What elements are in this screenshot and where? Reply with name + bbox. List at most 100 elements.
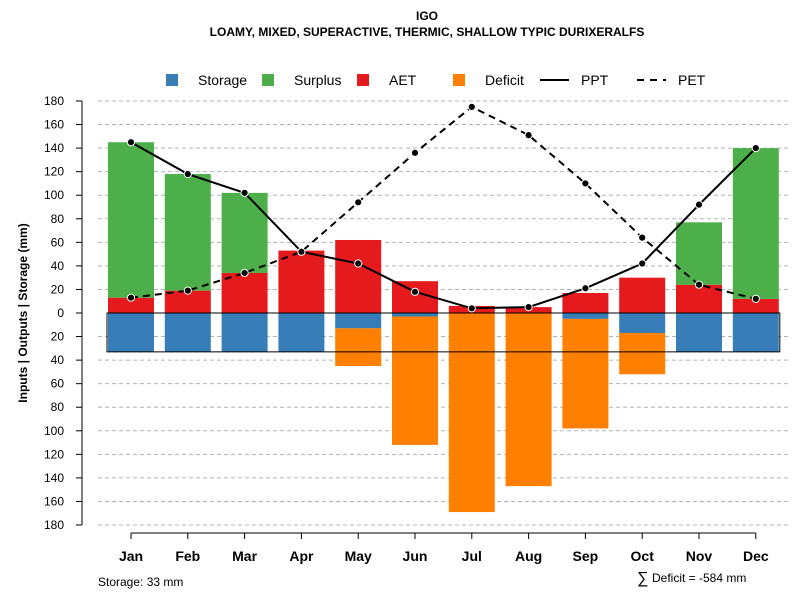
gridlines bbox=[98, 100, 788, 526]
y-tick-label: 140 bbox=[44, 141, 64, 155]
ppt-point-dec bbox=[751, 144, 760, 153]
pet-point-jan bbox=[126, 293, 136, 302]
aet-bar-sep bbox=[562, 292, 609, 313]
aet-bar-oct bbox=[619, 277, 666, 313]
pet-point-jul bbox=[467, 102, 476, 111]
y-tick-label: 160 bbox=[44, 118, 64, 132]
ppt-point-jun bbox=[410, 287, 420, 296]
surplus-bar-nov bbox=[676, 222, 722, 285]
x-tick-label-feb: Feb bbox=[175, 548, 200, 564]
y-tick-label: 120 bbox=[44, 447, 64, 461]
chart-subtitle: LOAMY, MIXED, SUPERACTIVE, THERMIC, SHAL… bbox=[210, 25, 645, 39]
deficit-sum-symbol: ∑ bbox=[637, 570, 648, 587]
deficit-bar-may bbox=[335, 328, 382, 366]
x-tick-label-may: May bbox=[345, 548, 372, 564]
legend-label-surplus: Surplus bbox=[294, 72, 341, 88]
ppt-point-jan bbox=[126, 138, 136, 147]
storage-bar-jan bbox=[108, 313, 154, 352]
x-axis: Jan Feb Mar Apr May Jun Jul Aug Sep Oct Nov Dec bbox=[119, 532, 769, 564]
storage-bar-mar bbox=[221, 313, 268, 352]
x-tick-label-aug: Aug bbox=[515, 548, 542, 564]
legend-label-storage: Storage bbox=[198, 72, 247, 88]
ppt-point-may bbox=[354, 259, 363, 268]
storage-bar-nov bbox=[676, 313, 722, 352]
x-tick-label-oct: Oct bbox=[631, 548, 655, 564]
ppt-point-nov bbox=[694, 200, 704, 209]
y-tick-label: 120 bbox=[44, 165, 64, 179]
legend-key-surplus bbox=[262, 74, 274, 86]
ppt-point-aug bbox=[524, 303, 533, 312]
ppt-point-jul bbox=[467, 304, 476, 313]
aet-bar-jan bbox=[108, 297, 154, 313]
aet-bar-feb bbox=[164, 290, 211, 313]
pet-point-sep bbox=[581, 179, 590, 188]
y-tick-label: 60 bbox=[51, 377, 65, 391]
storage-footnote: Storage: 33 mm bbox=[98, 575, 183, 589]
deficit-bar-aug bbox=[505, 313, 552, 487]
pet-point-oct bbox=[638, 233, 647, 242]
y-tick-label: 20 bbox=[51, 330, 65, 344]
series-lines bbox=[126, 102, 760, 313]
y-tick-label: 180 bbox=[44, 94, 64, 108]
y-tick-label: 140 bbox=[44, 471, 64, 485]
storage-bar-jun bbox=[392, 313, 438, 317]
aet-bar-nov bbox=[676, 284, 722, 313]
aet-bar-dec bbox=[732, 298, 779, 313]
pet-point-jun bbox=[410, 148, 420, 157]
deficit-bar-sep bbox=[562, 318, 609, 429]
aet-bar-apr bbox=[278, 250, 325, 313]
ppt-point-sep bbox=[581, 284, 590, 293]
storage-capacity-box bbox=[106, 312, 781, 353]
ppt-line bbox=[130, 141, 757, 310]
legend-label-aet: AET bbox=[389, 72, 417, 88]
legend-key-aet bbox=[357, 74, 369, 86]
storage-bar-may bbox=[335, 313, 382, 329]
surplus-bar-feb bbox=[164, 174, 211, 291]
ppt-point-feb bbox=[183, 169, 192, 179]
y-axis-label: Inputs | Outputs | Storage (mm) bbox=[16, 223, 30, 402]
chart-title: IGO bbox=[416, 9, 438, 23]
y-tick-label: 0 bbox=[57, 306, 64, 320]
pet-point-dec bbox=[751, 294, 760, 303]
legend-label-deficit: Deficit bbox=[485, 72, 524, 88]
storage-bar-dec bbox=[732, 313, 779, 352]
y-axis: 180 160 140 120 100 80 60 40 20 0 20 40 60 80 100 120 14… bbox=[44, 94, 83, 532]
x-tick-label-jan: Jan bbox=[119, 548, 143, 564]
surplus-bar-jan bbox=[108, 142, 154, 298]
x-tick-label-nov: Nov bbox=[686, 548, 713, 564]
y-tick-label: 40 bbox=[51, 259, 65, 273]
x-tick-label-apr: Apr bbox=[289, 548, 314, 564]
surplus-bar-mar bbox=[221, 192, 268, 273]
legend-key-storage bbox=[166, 74, 178, 86]
y-tick-label: 180 bbox=[44, 518, 64, 532]
deficit-bar-oct bbox=[619, 333, 666, 375]
y-tick-label: 20 bbox=[51, 282, 65, 296]
ppt-point-oct bbox=[638, 259, 647, 268]
storage-bar-sep bbox=[562, 313, 609, 319]
storage-bar-apr bbox=[278, 313, 325, 352]
deficit-bar-jun bbox=[392, 316, 438, 445]
x-tick-label-mar: Mar bbox=[232, 548, 257, 564]
aet-bar-may bbox=[335, 239, 382, 313]
storage-bar-feb bbox=[164, 313, 211, 352]
storage-bar-oct bbox=[619, 313, 666, 334]
x-tick-label-jun: Jun bbox=[403, 548, 428, 564]
pet-point-nov bbox=[694, 280, 704, 289]
x-tick-label-dec: Dec bbox=[743, 548, 769, 564]
y-tick-label: 40 bbox=[51, 353, 65, 367]
surplus-bar-dec bbox=[732, 148, 779, 299]
pet-point-aug bbox=[524, 131, 533, 140]
aet-bar-mar bbox=[221, 272, 268, 313]
bars bbox=[106, 142, 781, 513]
ppt-point-mar bbox=[240, 188, 249, 197]
legend-label-pet: PET bbox=[678, 72, 706, 88]
legend-key-deficit bbox=[453, 74, 465, 86]
pet-point-may bbox=[354, 198, 363, 207]
pet-line bbox=[130, 105, 757, 300]
legend-label-ppt: PPT bbox=[581, 72, 609, 88]
y-tick-label: 100 bbox=[44, 424, 64, 438]
y-tick-label: 60 bbox=[51, 235, 65, 249]
x-tick-label-jul: Jul bbox=[462, 548, 482, 564]
y-tick-label: 80 bbox=[51, 400, 65, 414]
